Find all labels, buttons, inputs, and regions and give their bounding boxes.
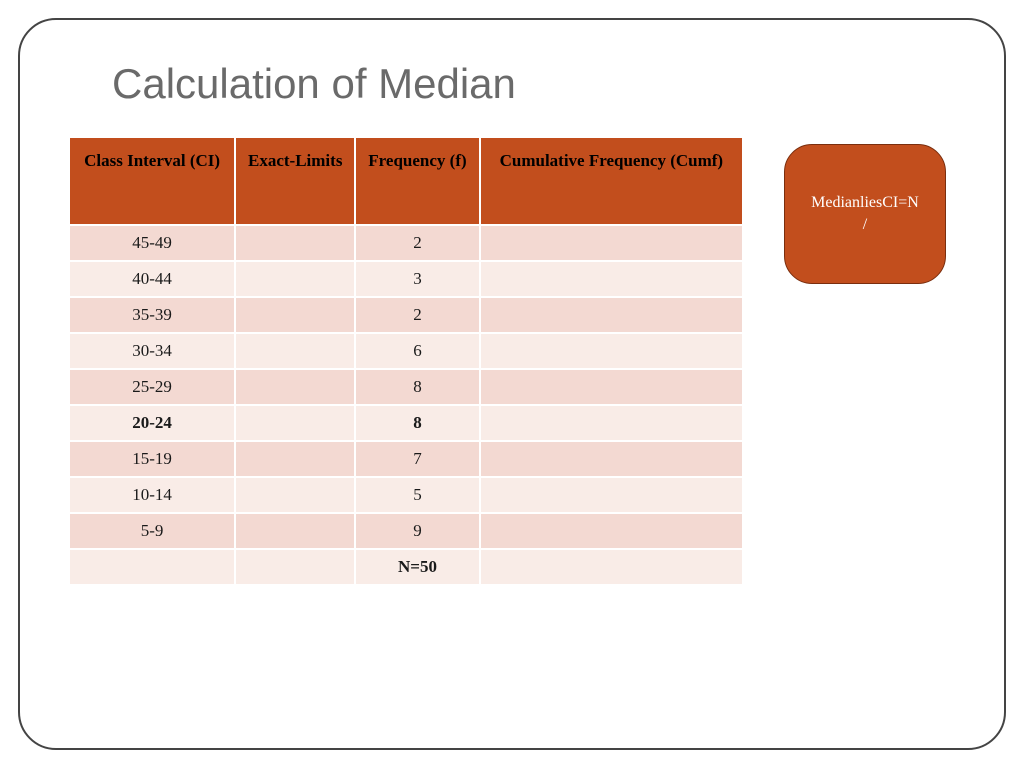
content-row: Class Interval (CI) Exact-Limits Frequen… [68,136,956,586]
formula-line2: / [863,214,867,236]
cell-el [236,226,354,260]
cell-ci: 45-49 [70,226,234,260]
cell-cumf [481,334,742,368]
col-header-cumf: Cumulative Frequency (Cumf) [481,138,742,224]
cell-f: 2 [356,226,478,260]
cell-cumf [481,514,742,548]
cell-cumf [481,478,742,512]
table-row: 10-14 5 [70,478,742,512]
cell-f: 2 [356,298,478,332]
frequency-table: Class Interval (CI) Exact-Limits Frequen… [68,136,744,586]
cell-cumf [481,550,742,584]
table-row: 30-34 6 [70,334,742,368]
cell-el [236,298,354,332]
cell-ci: 15-19 [70,442,234,476]
cell-el [236,406,354,440]
col-header-el: Exact-Limits [236,138,354,224]
slide-frame: Calculation of Median Class Interval (CI… [18,18,1006,750]
cell-ci: 40-44 [70,262,234,296]
cell-cumf [481,442,742,476]
cell-el [236,478,354,512]
cell-ci: 30-34 [70,334,234,368]
cell-cumf [481,298,742,332]
col-header-f: Frequency (f) [356,138,478,224]
formula-box: MedianliesCI=N / [784,144,946,284]
table-body: 45-49240-44335-39230-34625-29820-24815-1… [70,226,742,584]
cell-ci: 25-29 [70,370,234,404]
cell-f: N=50 [356,550,478,584]
table-row: 35-39 2 [70,298,742,332]
cell-f: 7 [356,442,478,476]
cell-f: 5 [356,478,478,512]
cell-cumf [481,262,742,296]
cell-ci: 5-9 [70,514,234,548]
table-row: 45-49 2 [70,226,742,260]
table-row: 25-29 8 [70,370,742,404]
cell-cumf [481,406,742,440]
cell-f: 6 [356,334,478,368]
cell-f: 8 [356,406,478,440]
table-total-row: N=50 [70,550,742,584]
cell-cumf [481,370,742,404]
table-row: 15-19 7 [70,442,742,476]
cell-ci: 20-24 [70,406,234,440]
cell-el [236,334,354,368]
cell-el [236,514,354,548]
cell-cumf [481,226,742,260]
table-row: 40-44 3 [70,262,742,296]
formula-line1: MedianliesCI=N [811,192,919,214]
cell-ci: 10-14 [70,478,234,512]
table-header-row: Class Interval (CI) Exact-Limits Frequen… [70,138,742,224]
cell-f: 8 [356,370,478,404]
cell-el [236,550,354,584]
cell-el [236,370,354,404]
cell-ci: 35-39 [70,298,234,332]
cell-f: 9 [356,514,478,548]
cell-el [236,262,354,296]
cell-f: 3 [356,262,478,296]
page-title: Calculation of Median [112,60,956,108]
cell-el [236,442,354,476]
cell-ci [70,550,234,584]
col-header-ci: Class Interval (CI) [70,138,234,224]
table-row: 20-24 8 [70,406,742,440]
table-row: 5-9 9 [70,514,742,548]
